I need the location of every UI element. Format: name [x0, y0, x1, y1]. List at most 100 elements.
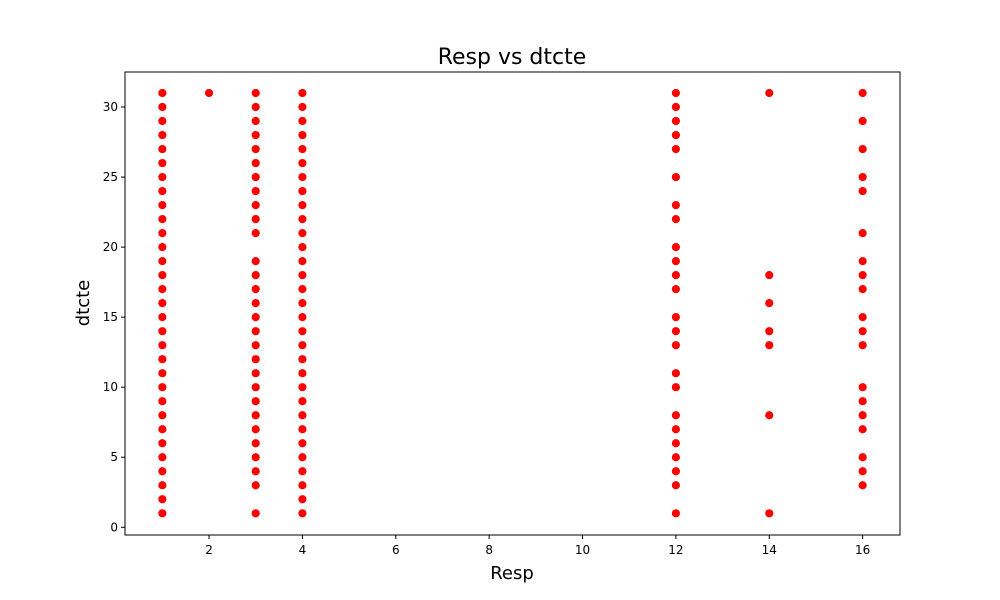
data-point	[250, 298, 261, 309]
data-point	[671, 438, 681, 449]
data-point	[157, 116, 168, 126]
data-point	[157, 256, 168, 267]
data-point	[297, 256, 308, 267]
data-point	[297, 186, 308, 196]
data-point	[157, 480, 168, 491]
data-point	[671, 284, 681, 295]
data-point	[857, 284, 868, 295]
data-point	[250, 284, 261, 295]
data-point	[157, 438, 168, 449]
x-tick-label: 14	[762, 543, 777, 557]
data-point	[857, 452, 868, 463]
data-point	[250, 508, 261, 519]
data-point	[671, 256, 681, 267]
data-point	[671, 144, 681, 154]
data-point	[157, 130, 168, 140]
data-point	[157, 298, 168, 309]
data-point	[250, 270, 261, 281]
data-point	[250, 158, 261, 168]
data-point	[157, 340, 168, 351]
x-tick-label: 8	[485, 543, 493, 557]
data-point	[250, 396, 261, 407]
data-point	[671, 368, 681, 379]
data-point	[157, 284, 168, 295]
data-point	[764, 270, 775, 281]
data-point	[857, 480, 868, 491]
data-point	[857, 88, 868, 98]
data-point	[671, 172, 681, 182]
data-point	[671, 452, 681, 463]
data-point	[157, 326, 168, 337]
data-point	[250, 466, 261, 477]
data-point	[157, 228, 168, 239]
data-point	[250, 382, 261, 393]
data-point	[297, 396, 308, 407]
data-point	[297, 480, 308, 491]
y-tick-label: 10	[103, 380, 118, 394]
data-point	[297, 270, 308, 281]
data-point	[157, 186, 168, 196]
data-point	[157, 410, 168, 421]
data-point	[857, 270, 868, 281]
data-point	[857, 228, 868, 239]
data-point	[671, 410, 681, 421]
data-point	[671, 480, 681, 491]
data-point	[297, 508, 308, 519]
data-point	[157, 368, 168, 379]
y-tick-label: 30	[103, 100, 118, 114]
y-axis: 0 5 10 15 20 25 30	[103, 100, 125, 534]
data-point	[671, 88, 681, 98]
data-point	[157, 172, 168, 182]
data-point	[671, 214, 681, 225]
data-point	[297, 354, 308, 365]
x-axis: 2 4 6 8 10 12 14 16	[205, 535, 870, 557]
y-tick-label: 25	[103, 170, 118, 184]
data-point	[764, 340, 775, 351]
data-point	[250, 340, 261, 351]
points-layer	[157, 88, 868, 519]
data-point	[250, 144, 261, 154]
data-point	[671, 466, 681, 477]
data-point	[250, 480, 261, 491]
data-point	[157, 452, 168, 463]
data-point	[297, 298, 308, 309]
x-tick-label: 10	[575, 543, 590, 557]
data-point	[157, 270, 168, 281]
data-point	[250, 312, 261, 323]
data-point	[297, 172, 308, 182]
data-point	[297, 200, 308, 210]
data-point	[297, 312, 308, 323]
x-tick-label: 16	[855, 543, 870, 557]
x-tick-label: 12	[668, 543, 683, 557]
data-point	[764, 88, 775, 98]
x-tick-label: 4	[299, 543, 307, 557]
data-point	[857, 144, 868, 154]
data-point	[857, 186, 868, 196]
data-point	[671, 116, 681, 126]
data-point	[857, 424, 868, 435]
data-point	[857, 312, 868, 323]
data-point	[297, 116, 308, 126]
data-point	[250, 228, 261, 239]
data-point	[250, 88, 261, 98]
data-point	[297, 158, 308, 168]
data-point	[297, 144, 308, 154]
data-point	[250, 102, 261, 112]
data-point	[250, 116, 261, 126]
data-point	[857, 340, 868, 351]
data-point	[250, 438, 261, 449]
y-tick-label: 15	[103, 310, 118, 324]
data-point	[764, 508, 775, 519]
data-point	[764, 326, 775, 337]
data-point	[297, 424, 308, 435]
data-point	[857, 410, 868, 421]
data-point	[764, 410, 775, 421]
x-axis-label: Resp	[490, 563, 534, 584]
data-point	[157, 158, 168, 168]
chart-title: Resp vs dtcte	[438, 45, 587, 70]
data-point	[297, 242, 308, 253]
data-point	[157, 508, 168, 519]
x-tick-label: 6	[392, 543, 400, 557]
data-point	[157, 396, 168, 407]
